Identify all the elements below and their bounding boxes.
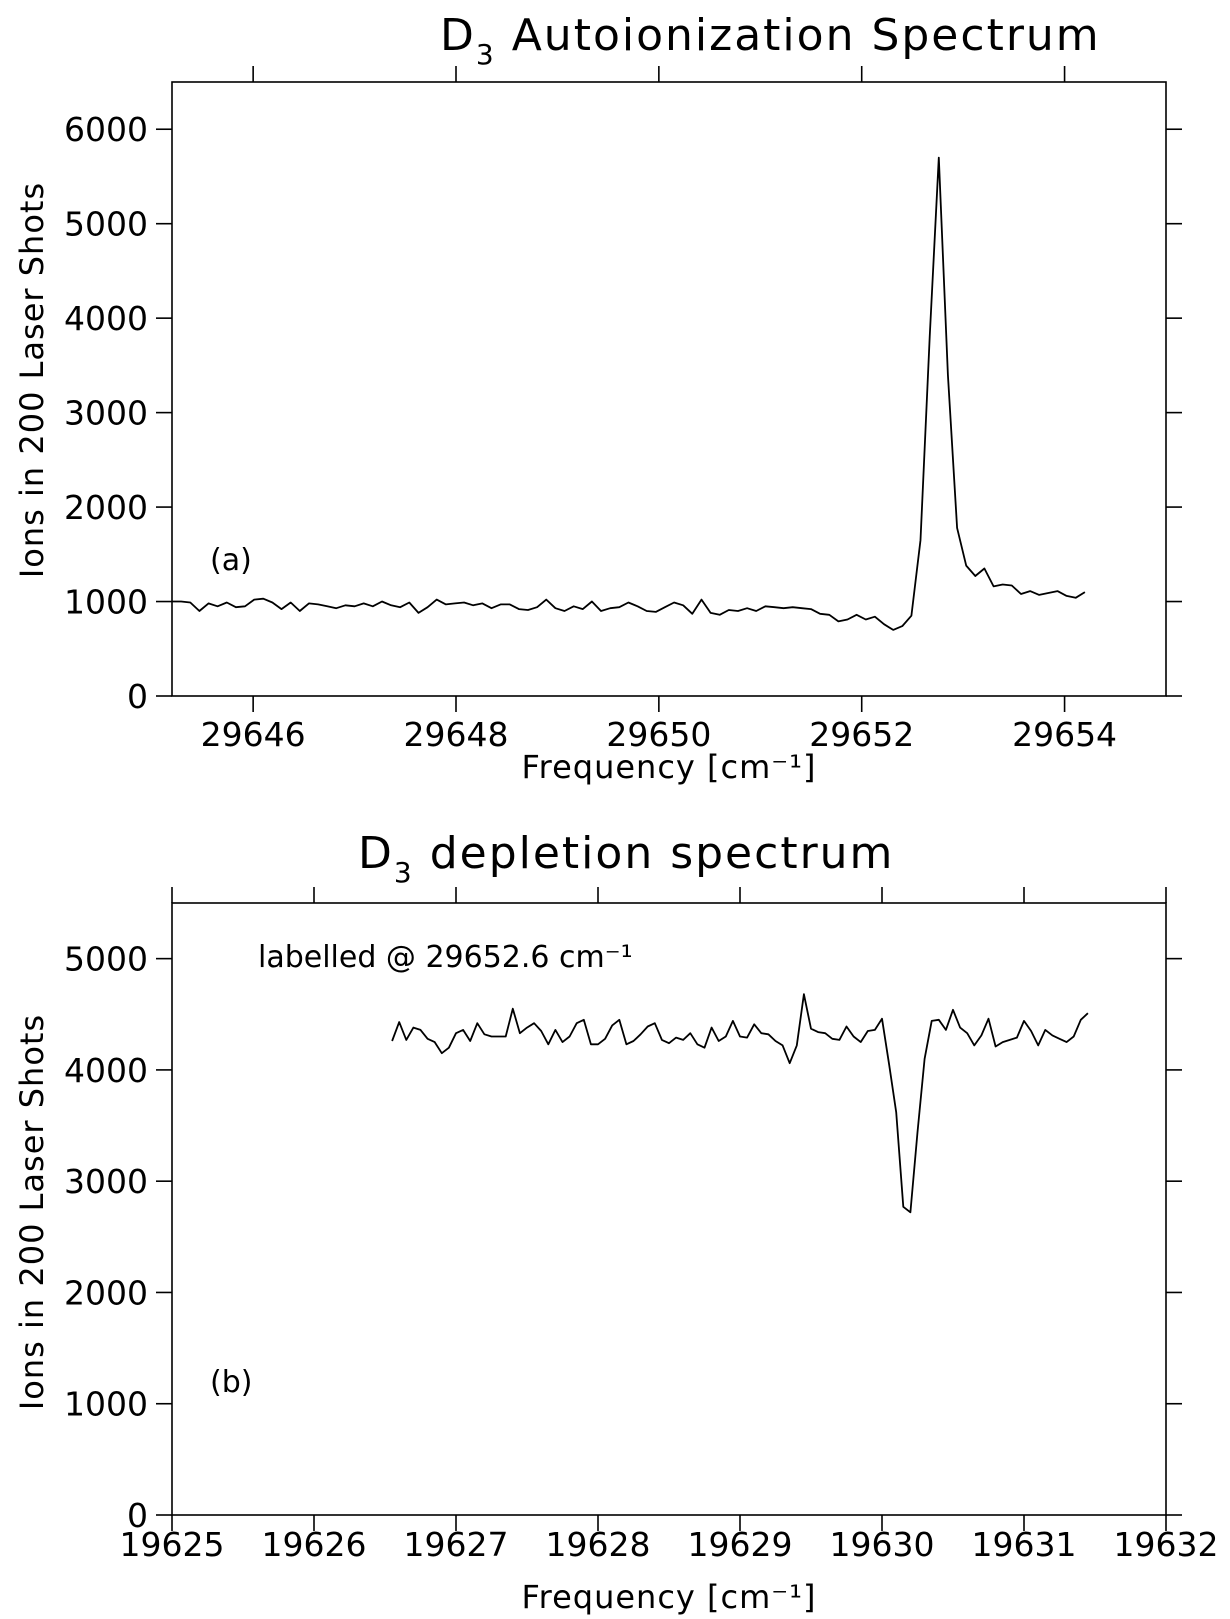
panel-b-title-rest: depletion spectrum — [414, 828, 895, 879]
panel-a-ytick-label: 3000 — [64, 394, 148, 433]
panel-a-ytick-label: 6000 — [64, 110, 148, 149]
panel-b-x-axis-label: Frequency [cm⁻¹] — [522, 1578, 817, 1616]
panel-b-y-tick-labels: 0 1000 2000 3000 4000 5000 — [64, 940, 148, 1535]
panel-a-x-tick-labels: 29646 29648 29650 29652 29654 — [201, 715, 1117, 754]
panel-a-title-rest: Autoionization Spectrum — [496, 10, 1101, 61]
panel-a-xtick-label: 29652 — [809, 715, 914, 754]
panel-b-y-axis-label: Ions in 200 Laser Shots — [13, 1014, 51, 1410]
panel-b-depletion: D3 depletion spectrum 0 1000 2000 3000 4000 5… — [13, 828, 1218, 1616]
panel-b-xtick-label: 19632 — [1114, 1525, 1219, 1564]
panel-a-y-tick-labels: 0 1000 2000 3000 4000 5000 6000 — [64, 110, 148, 716]
panel-a-xtick-label: 29646 — [201, 715, 306, 754]
panel-a-plot-frame — [171, 81, 1167, 697]
panel-b-ticks — [156, 887, 1182, 1531]
panel-a-y-axis-label: Ions in 200 Laser Shots — [13, 182, 51, 578]
panel-b-xtick-label: 19627 — [404, 1525, 509, 1564]
panel-b-title-sub: 3 — [394, 856, 414, 889]
panel-b-title: D3 depletion spectrum — [358, 828, 894, 889]
panel-b-xtick-label: 19626 — [262, 1525, 367, 1564]
panel-b-annotation: labelled @ 29652.6 cm⁻¹ — [258, 940, 633, 975]
panel-a-ticks — [156, 66, 1182, 712]
panel-a-ytick-label: 1000 — [64, 583, 148, 622]
panel-a-autoionization: D3 Autoionization Spectrum 0 1000 2000 3000… — [13, 10, 1182, 786]
panel-a-ytick-label: 0 — [127, 677, 148, 716]
panel-a-x-axis-label: Frequency [cm⁻¹] — [522, 748, 817, 786]
panel-b-ytick-label: 1000 — [64, 1385, 148, 1424]
panel-b-ytick-label: 3000 — [64, 1162, 148, 1201]
panel-b-ytick-label: 5000 — [64, 940, 148, 979]
panel-b-x-tick-labels: 19625 19626 19627 19628 19629 19630 19631 19632 — [120, 1525, 1219, 1564]
panel-a-panel-label: (a) — [210, 543, 252, 578]
panel-b-xtick-label: 19629 — [688, 1525, 793, 1564]
panel-a-series-line — [172, 156, 1086, 631]
panel-b-title-main: D — [358, 828, 394, 879]
panel-b-panel-label: (b) — [210, 1365, 252, 1400]
panel-a-xtick-label: 29648 — [404, 715, 509, 754]
panel-a-title: D3 Autoionization Spectrum — [440, 10, 1101, 71]
panel-b-series-line — [391, 993, 1089, 1214]
panel-b-xtick-label: 19628 — [546, 1525, 651, 1564]
panel-b-plot-frame — [171, 902, 1167, 1516]
panel-a-xtick-label: 29654 — [1012, 715, 1117, 754]
panel-b-xtick-label: 19625 — [120, 1525, 225, 1564]
panel-a-ytick-label: 2000 — [64, 488, 148, 527]
panel-b-xtick-label: 19630 — [830, 1525, 935, 1564]
panel-a-xtick-label: 29650 — [606, 715, 711, 754]
panel-b-ytick-label: 4000 — [64, 1051, 148, 1090]
panel-a-title-main: D — [440, 10, 476, 61]
panel-a-title-sub: 3 — [476, 38, 496, 71]
panel-b-ytick-label: 0 — [127, 1496, 148, 1535]
panel-a-ytick-label: 4000 — [64, 299, 148, 338]
panel-b-ytick-label: 2000 — [64, 1273, 148, 1312]
panel-a-ytick-label: 5000 — [64, 205, 148, 244]
panel-b-xtick-label: 19631 — [972, 1525, 1077, 1564]
